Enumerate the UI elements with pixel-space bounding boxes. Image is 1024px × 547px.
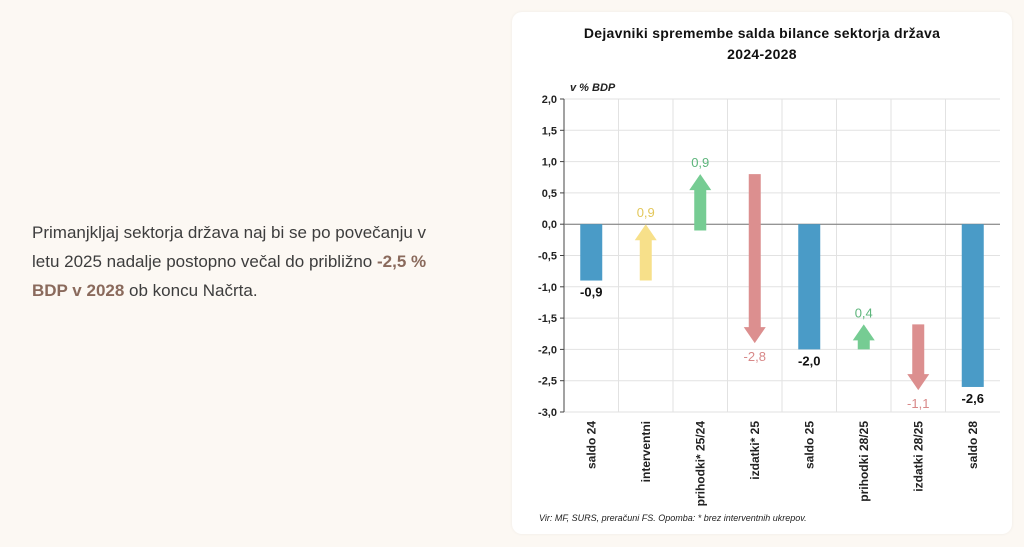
arrow-interventni: [634, 224, 657, 281]
arrow-value-label: 0,4: [855, 305, 873, 320]
bar-value-label: -0,9: [580, 285, 602, 300]
y-tick-label: -3,0: [538, 407, 557, 419]
arrow-prihodki-25-24: [689, 174, 712, 231]
x-tick-label: prihodki* 25/24: [693, 421, 707, 507]
y-tick-label: 0,5: [542, 188, 557, 200]
bar-saldo-24: [580, 224, 603, 281]
arrow-izdatki-28-25: [907, 324, 930, 391]
unit-label: v % BDP: [570, 82, 616, 94]
y-tick-label: -2,0: [538, 344, 557, 356]
summary-paragraph: Primanjkljaj sektorja država naj bi se p…: [32, 218, 452, 305]
y-tick-label: -0,5: [538, 251, 557, 263]
bar-saldo-28: [961, 224, 984, 387]
arrow-value-label: 0,9: [637, 205, 655, 220]
bar-value-label: -2,0: [798, 353, 820, 368]
y-tick-label: 2,0: [542, 94, 557, 106]
arrow-value-label: -2,8: [744, 349, 766, 364]
chart-card: Dejavniki spremembe salda bilance sektor…: [512, 12, 1012, 534]
x-tick-label: saldo 25: [802, 421, 816, 469]
summary-text-start: Primanjkljaj sektorja država naj bi se p…: [32, 223, 427, 271]
y-tick-label: -1,5: [538, 313, 557, 325]
arrow-izdatki-25: [743, 174, 766, 344]
y-tick-label: 1,0: [542, 157, 557, 169]
y-tick-label: -2,5: [538, 376, 557, 388]
arrow-prihodki-28-25: [852, 324, 875, 350]
x-tick-label: interventni: [639, 421, 653, 482]
summary-text-end: ob koncu Načrta.: [124, 281, 258, 300]
chart-subtitle: 2024-2028: [727, 46, 797, 62]
source-note: Vir: MF, SURS, preračuni FS. Opomba: * b…: [539, 513, 807, 523]
x-tick-label: saldo 24: [584, 421, 598, 469]
y-tick-label: 1,5: [542, 125, 557, 137]
y-tick-label: 0,0: [542, 219, 557, 231]
x-tick-label: saldo 28: [966, 421, 980, 469]
bar-value-label: -2,6: [962, 391, 984, 406]
waterfall-chart: v % BDP 2,0 1,5 1,0 0,5 0,0 -0,5 -1,0 -1,5 -2,0 -2…: [538, 82, 1000, 507]
x-tick-label: izdatki 28/25: [911, 421, 925, 492]
chart-title: Dejavniki spremembe salda bilance sektor…: [583, 25, 941, 41]
x-tick-label: izdatki* 25: [748, 421, 762, 480]
bar-saldo-25: [798, 224, 821, 350]
arrow-value-label: -1,1: [907, 396, 929, 411]
x-tick-label: prihodki 28/25: [857, 421, 871, 502]
summary-highlight: -2,5 % BDP v 2028: [32, 252, 427, 300]
arrow-value-label: 0,9: [691, 155, 709, 170]
y-tick-label: -1,0: [538, 282, 557, 294]
